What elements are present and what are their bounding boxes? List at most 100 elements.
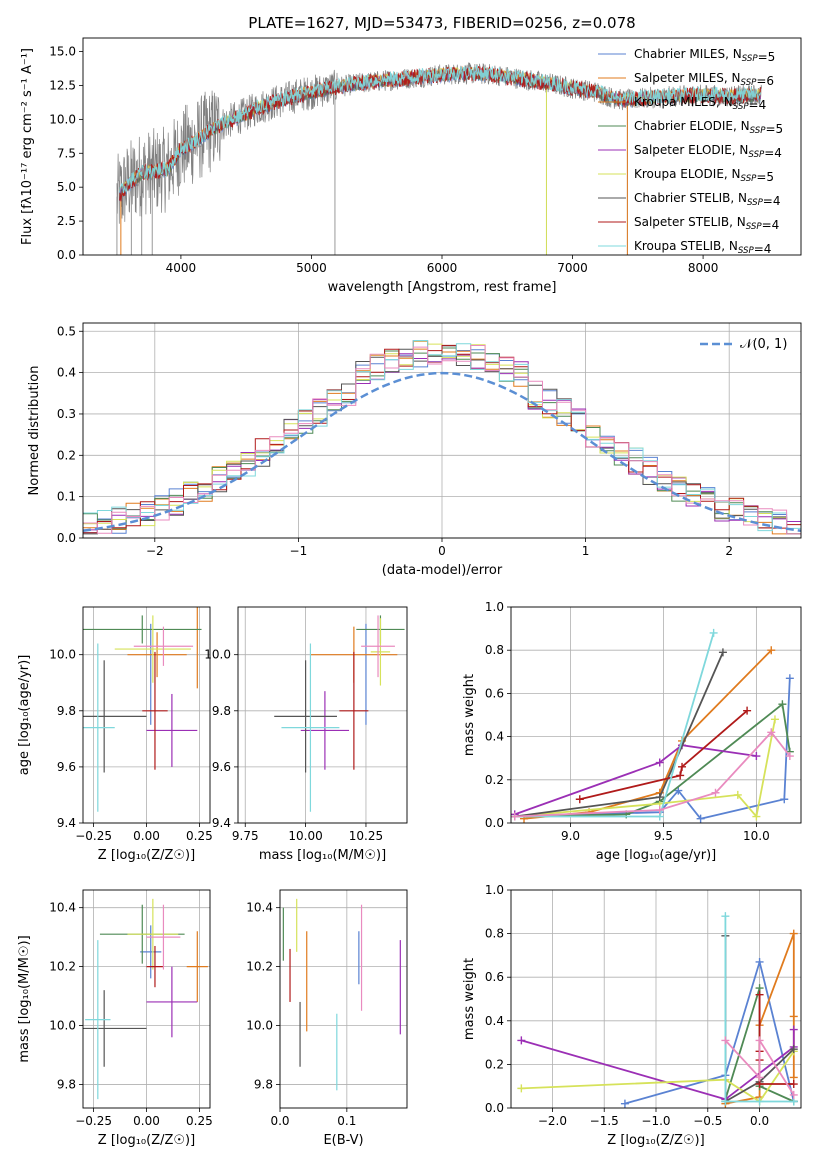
tick-label-x: 0.25: [186, 829, 213, 843]
series-line: [624, 958, 795, 1105]
axes-frame: [82, 889, 211, 1109]
series-marker: [620, 1099, 629, 1108]
plot-area: [511, 628, 794, 823]
series-marker: [721, 912, 730, 921]
plot-area: [83, 340, 801, 535]
chart-title: PLATE=1627, MJD=53473, FIBERID=0256, z=0…: [248, 14, 635, 32]
series-marker: [767, 728, 776, 737]
tick-label-y: 0.5: [57, 324, 76, 338]
axis-label-y: age [log₁₀(age/yr)]: [17, 655, 32, 776]
tick-label-y: 0.6: [485, 970, 504, 984]
tick-label-x: 1: [582, 544, 590, 558]
errorbar-point: [83, 615, 202, 644]
errorbar-point: [83, 660, 147, 773]
axes-frame: [237, 606, 408, 824]
tick-label-y: 10.0: [49, 648, 76, 662]
series-marker: [718, 648, 727, 657]
tick-label-x: −1: [290, 544, 308, 558]
tick-label-y: 10.0: [49, 1019, 76, 1033]
series-marker: [752, 752, 761, 761]
tick-label-x: 10.00: [288, 829, 322, 843]
tick-label-x: 8000: [688, 261, 719, 275]
normal-curve: [83, 371, 801, 533]
legend-label: Chabrier ELODIE, NSSP=5: [634, 119, 783, 136]
tick-label-y: 10.0: [204, 648, 231, 662]
axis-label-x: Z [log₁₀(Z/Z☉)]: [607, 1133, 704, 1148]
series-marker: [789, 1080, 798, 1089]
errorbar-point: [186, 931, 208, 1002]
tick-label-y: 0.2: [57, 448, 76, 462]
plot-area: [83, 898, 208, 1100]
tick-label-x: 0.0: [750, 1114, 769, 1128]
chart-weight-vs-Z: −2.0 −1.5 −1.0 −0.5 0.0 0.0 0.2 0.4 0.6 0.8 1.0 Z […: [462, 883, 802, 1148]
axis-label-y: mass weight: [462, 958, 477, 1040]
tick-label-y: 0.0: [57, 248, 76, 262]
errorbar-point: [83, 990, 147, 1067]
series-marker: [709, 628, 718, 637]
series-marker: [721, 1036, 730, 1045]
tick-label-y: 0.3: [57, 407, 76, 421]
errorbar-point: [339, 651, 369, 770]
tick-label-y: 7.5: [57, 146, 76, 160]
plot-area: [517, 912, 798, 1108]
tick-label-x: 0.25: [186, 1114, 213, 1128]
tick-label-y: 1.0: [485, 883, 504, 897]
axes-frame: [279, 889, 408, 1109]
series-marker: [778, 700, 787, 709]
axes-frame: [82, 606, 211, 824]
tick-label-y: 5.0: [57, 180, 76, 194]
series-marker: [655, 806, 664, 815]
series-marker: [755, 990, 764, 999]
series-marker: [755, 957, 764, 966]
legend-label: Kroupa ELODIE, NSSP=5: [634, 167, 774, 184]
plot-area: [274, 615, 405, 812]
plot-area: [83, 607, 202, 812]
errorbar-point: [146, 904, 181, 970]
errorbar-point: [361, 615, 395, 678]
series-marker: [575, 795, 584, 804]
tick-label-x: −1.0: [641, 1114, 670, 1128]
tick-label-x: 5000: [296, 261, 327, 275]
series-marker: [655, 793, 664, 802]
series-marker: [780, 795, 789, 804]
errorbar-point: [370, 618, 391, 686]
errorbar-point: [146, 693, 198, 767]
chart-spectrum: 4000 5000 6000 7000 8000 0.0 2.5 5.0 7.5 10.0 12.5…: [20, 14, 802, 295]
tick-label-x: 0: [438, 544, 446, 558]
series-marker: [789, 929, 798, 938]
axis-label-x: age [log₁₀(age/yr)]: [596, 848, 717, 863]
tick-label-x: 4000: [166, 261, 197, 275]
axis-label-x: Z [log₁₀(Z/Z☉)]: [98, 1133, 195, 1148]
axis-label-x: mass [log₁₀(M/M☉)]: [259, 848, 386, 863]
tick-label-y: 9.6: [57, 760, 76, 774]
series-marker: [743, 706, 752, 715]
tick-label-y: 10.2: [49, 960, 76, 974]
tick-label-y: 0.0: [485, 816, 504, 830]
axis-label-y: Flux [fλ10⁻¹⁷ erg cm⁻² s⁻¹ A⁻¹]: [20, 48, 35, 245]
series-marker: [755, 1097, 764, 1106]
series-line: [724, 916, 794, 1103]
errorbar-point: [83, 643, 115, 812]
chart-age-vs-mass: 9.75 10.00 10.25 9.4 9.6 9.8 10.0 mass [log₁₀(M…: [204, 606, 408, 863]
axis-label-x: Z [log₁₀(Z/Z☉)]: [98, 848, 195, 863]
tick-label-x: 9.5: [654, 829, 673, 843]
series-marker: [676, 771, 685, 780]
series-marker: [711, 788, 720, 797]
errorbar-point: [127, 632, 187, 678]
tick-label-y: 0.4: [57, 366, 76, 380]
errorbar-point: [300, 691, 350, 770]
histogram-step: [83, 345, 801, 535]
axis-label-y: Normed distribution: [27, 366, 42, 496]
tick-label-y: 10.0: [246, 1019, 273, 1033]
tick-label-y: 10.4: [246, 901, 273, 915]
series-marker: [721, 1097, 730, 1106]
tick-label-y: 0.6: [485, 686, 504, 700]
errorbar-point: [127, 898, 179, 970]
axes-frame: [510, 889, 802, 1109]
tick-label-y: 9.8: [57, 1077, 76, 1091]
legend-label: 𝒩(0, 1): [740, 337, 787, 352]
series-line: [514, 744, 757, 816]
chart-weight-vs-age: 9.0 9.5 10.0 0.0 0.2 0.4 0.6 0.8 1.0 age [log₁₀(a…: [462, 600, 802, 863]
errorbar-point: [281, 643, 340, 812]
